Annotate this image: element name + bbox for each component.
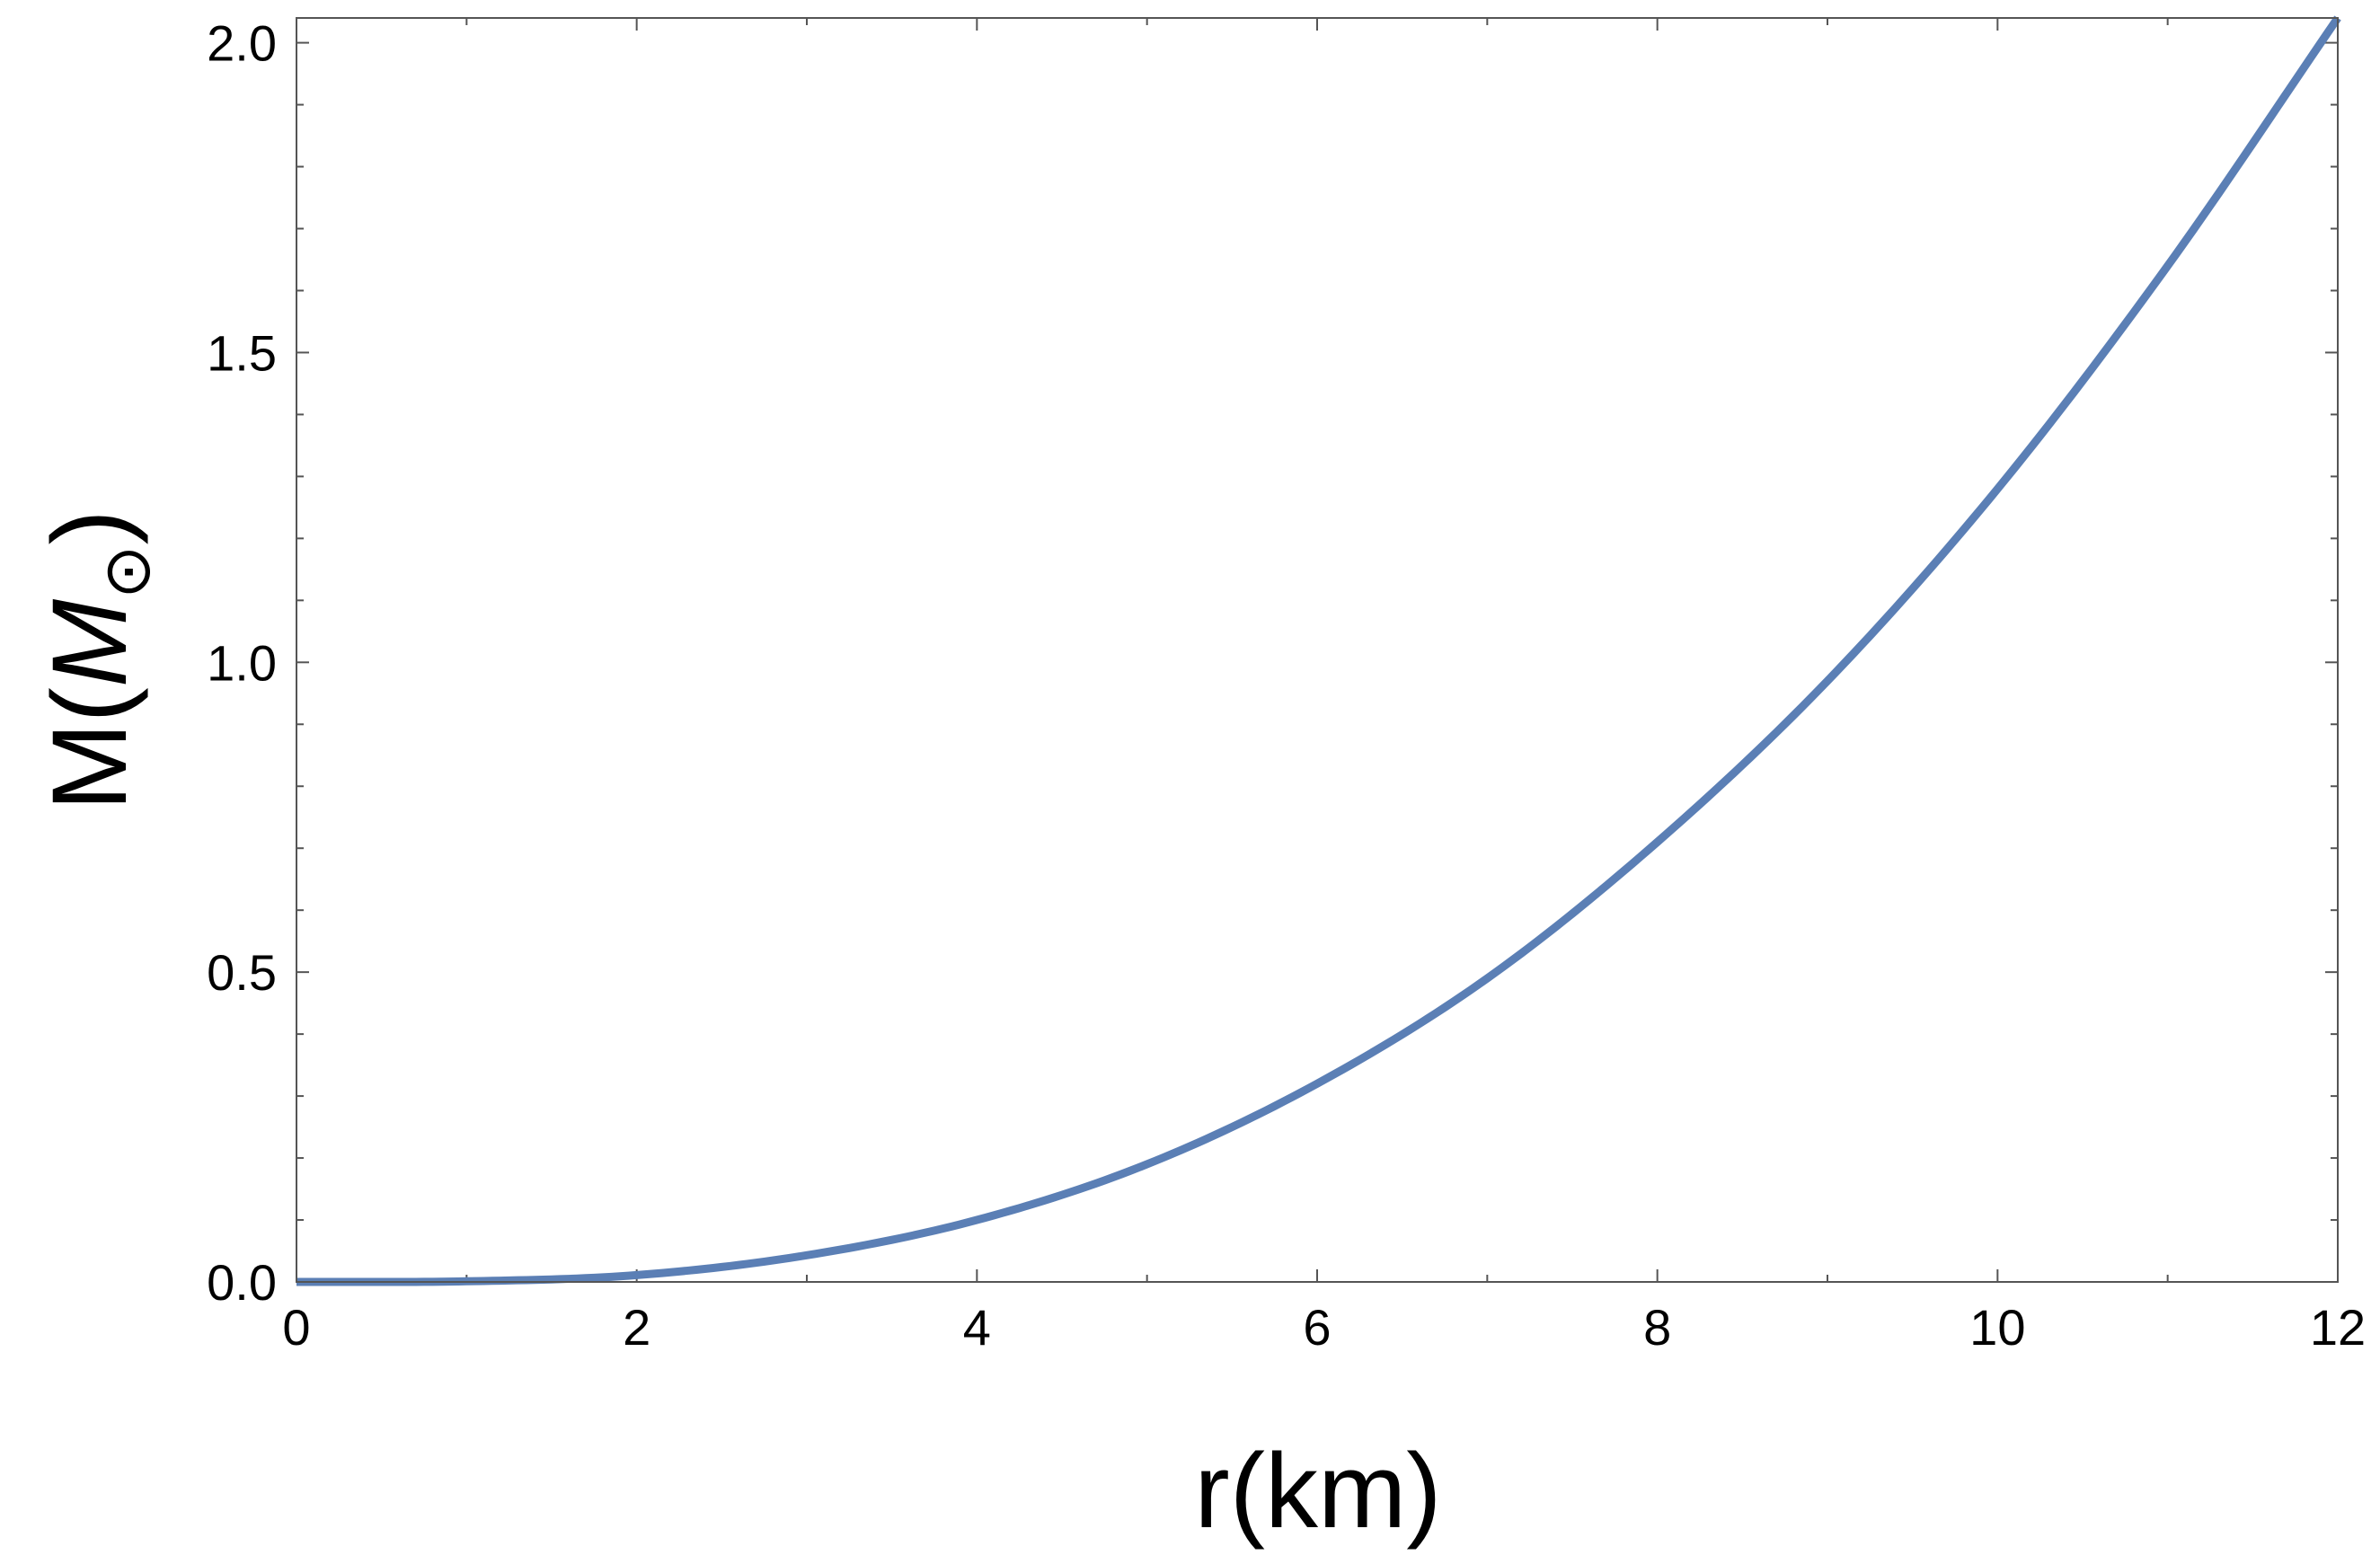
y-axis-title-subscript: ⊙: [92, 545, 164, 599]
ticks-layer: [296, 18, 2339, 1283]
labels-layer: 0 2 4 6 8 10 12 0.0 0.5 1.0 1.5 2.0: [207, 15, 2366, 1356]
x-tick-label: 4: [963, 1299, 991, 1356]
x-tick-label: 12: [2310, 1299, 2366, 1356]
plot-frame: [296, 17, 2339, 1283]
svg-text:M(M⊙): M(M⊙): [31, 509, 164, 811]
y-tick-label: 0.0: [207, 1254, 277, 1311]
y-axis-title-symbol: M: [31, 598, 149, 687]
y-axis-title: M(M⊙): [31, 509, 164, 811]
x-axis-title: r(km): [1194, 1432, 1441, 1551]
x-tick-label: 8: [1643, 1299, 1671, 1356]
x-tick-label: 2: [623, 1299, 650, 1356]
y-tick-label: 2.0: [207, 15, 277, 72]
x-tick-label: 6: [1303, 1299, 1331, 1356]
series-layer: [296, 15, 2341, 1286]
x-tick-label: 10: [1969, 1299, 2025, 1356]
y-tick-label: 1.5: [207, 324, 277, 381]
y-tick-label: 0.5: [207, 944, 277, 1001]
y-tick-label: 1.0: [207, 634, 277, 691]
x-tick-label: 0: [282, 1299, 310, 1356]
series-line: [296, 15, 2341, 1286]
y-axis-title-prefix: M(: [31, 687, 149, 811]
y-axis-title-suffix: ): [31, 509, 149, 544]
